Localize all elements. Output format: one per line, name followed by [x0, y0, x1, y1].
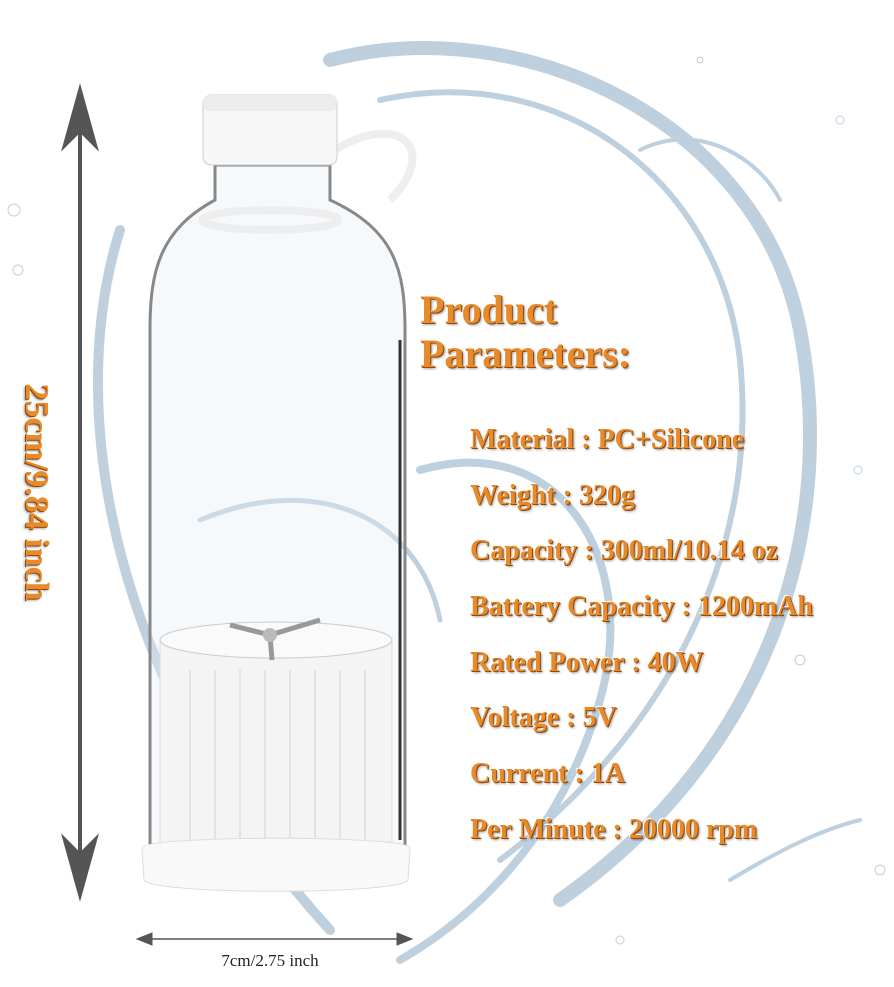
spec-list: Material : PC+Silicone Weight : 320g Cap… — [470, 420, 813, 866]
spec-capacity: Capacity : 300ml/10.14 oz — [470, 535, 778, 567]
title-line-1: Product — [420, 287, 558, 332]
spec-current: Current : 1A — [470, 758, 626, 790]
spec-rpm: Per Minute : 20000 rpm — [470, 813, 758, 845]
width-label: 7cm/2.75 inch — [221, 951, 319, 970]
spec-battery: Battery Capacity : 1200mAh — [470, 591, 813, 623]
spec-power: Rated Power : 40W — [470, 646, 704, 678]
product-parameters-title: Product Parameters: — [420, 288, 631, 376]
blender-bottle — [141, 94, 417, 892]
width-arrow — [135, 932, 414, 946]
spec-voltage: Voltage : 5V — [470, 702, 617, 734]
spec-material: Material : PC+Silicone — [470, 424, 745, 455]
water-splash — [7, 41, 886, 964]
title-line-2: Parameters: — [420, 331, 631, 376]
height-arrow — [61, 83, 99, 902]
height-label: 25cm/9.84 inch — [18, 383, 55, 601]
spec-weight: Weight : 320g — [470, 479, 635, 511]
